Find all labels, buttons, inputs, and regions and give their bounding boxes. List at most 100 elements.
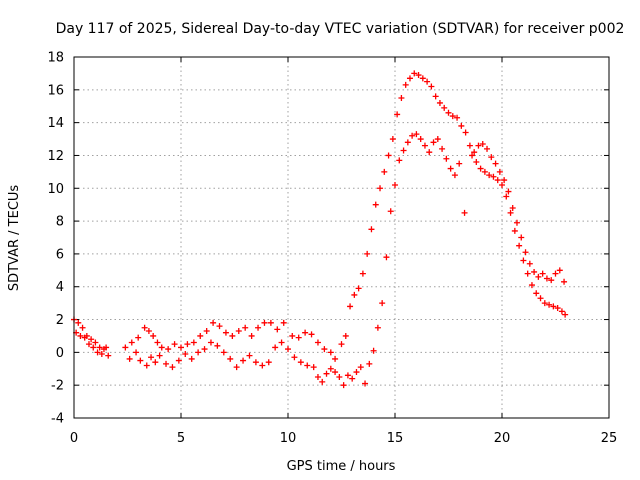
data-point bbox=[274, 326, 281, 333]
data-point bbox=[175, 357, 182, 364]
data-point bbox=[481, 168, 488, 175]
data-point bbox=[338, 341, 345, 348]
data-point bbox=[394, 111, 401, 118]
data-point bbox=[479, 140, 486, 147]
data-point bbox=[265, 359, 272, 366]
data-point bbox=[417, 136, 424, 143]
data-point bbox=[492, 160, 499, 167]
data-point bbox=[94, 349, 101, 356]
data-point bbox=[351, 291, 358, 298]
data-point bbox=[473, 159, 480, 166]
data-point bbox=[355, 285, 362, 292]
data-point bbox=[471, 149, 478, 156]
data-point bbox=[426, 149, 433, 156]
y-tick-label: 6 bbox=[56, 247, 64, 262]
data-point bbox=[511, 227, 518, 234]
data-point bbox=[389, 136, 396, 143]
data-point bbox=[488, 154, 495, 161]
data-point bbox=[342, 332, 349, 339]
data-point bbox=[434, 136, 441, 143]
data-point bbox=[259, 362, 266, 369]
data-point bbox=[278, 339, 285, 346]
data-point bbox=[229, 332, 236, 339]
data-point bbox=[552, 270, 559, 277]
data-point bbox=[252, 359, 259, 366]
data-point bbox=[214, 342, 221, 349]
data-point bbox=[197, 332, 204, 339]
data-point bbox=[77, 332, 84, 339]
data-point bbox=[233, 364, 240, 371]
data-point bbox=[501, 177, 508, 184]
data-point bbox=[302, 329, 309, 336]
data-point bbox=[304, 362, 311, 369]
data-point bbox=[451, 172, 458, 179]
data-point bbox=[520, 257, 527, 264]
data-point bbox=[477, 165, 484, 172]
data-point bbox=[522, 249, 529, 256]
data-point bbox=[291, 354, 298, 361]
data-point bbox=[372, 201, 379, 208]
data-point bbox=[79, 324, 86, 331]
data-point bbox=[409, 132, 416, 139]
data-point bbox=[96, 344, 103, 351]
x-axis-label: GPS time / hours bbox=[287, 459, 396, 474]
y-axis-label: SDTVAR / TECUs bbox=[7, 185, 22, 292]
data-point bbox=[133, 349, 140, 356]
data-point bbox=[374, 324, 381, 331]
x-tick-label: 10 bbox=[280, 431, 297, 446]
data-point bbox=[377, 185, 384, 192]
data-point bbox=[240, 357, 247, 364]
data-point bbox=[385, 152, 392, 159]
data-point bbox=[85, 341, 92, 348]
data-point bbox=[441, 104, 448, 111]
data-point bbox=[272, 344, 279, 351]
data-point bbox=[220, 349, 227, 356]
series-0 bbox=[71, 70, 568, 362]
data-point bbox=[428, 83, 435, 90]
data-point bbox=[178, 344, 184, 351]
x-tick-label: 20 bbox=[494, 431, 511, 446]
data-point bbox=[548, 277, 555, 284]
data-point bbox=[458, 122, 465, 129]
data-point bbox=[537, 295, 544, 302]
data-point bbox=[255, 324, 262, 331]
data-point bbox=[81, 334, 88, 341]
data-point bbox=[539, 270, 546, 277]
data-point bbox=[280, 319, 287, 326]
data-point bbox=[503, 193, 510, 200]
data-point bbox=[327, 365, 334, 372]
data-point bbox=[349, 375, 356, 382]
data-point bbox=[285, 346, 291, 353]
data-point bbox=[469, 152, 476, 159]
grid bbox=[74, 57, 609, 418]
data-point bbox=[526, 260, 533, 267]
data-point bbox=[165, 346, 172, 353]
data-point bbox=[456, 160, 463, 167]
data-point bbox=[556, 267, 563, 274]
data-point bbox=[141, 324, 148, 331]
data-point bbox=[267, 319, 274, 326]
data-point bbox=[90, 344, 97, 351]
data-point bbox=[387, 208, 394, 215]
data-point bbox=[327, 349, 334, 356]
y-tick-label: 12 bbox=[47, 149, 64, 164]
data-point bbox=[297, 359, 304, 366]
data-point bbox=[347, 303, 354, 310]
data-point bbox=[439, 145, 446, 152]
data-point bbox=[436, 99, 443, 106]
data-point bbox=[323, 370, 330, 377]
y-tick-label: -2 bbox=[51, 379, 64, 394]
data-point bbox=[509, 204, 516, 211]
data-point bbox=[421, 142, 428, 149]
data-point bbox=[528, 282, 535, 289]
data-point bbox=[103, 344, 110, 351]
series-1 bbox=[73, 131, 569, 389]
data-point bbox=[289, 332, 296, 339]
y-tick-label: 10 bbox=[47, 182, 64, 197]
data-point bbox=[248, 332, 255, 339]
data-point bbox=[404, 139, 411, 146]
data-point bbox=[145, 328, 152, 335]
data-point bbox=[235, 328, 242, 335]
data-point bbox=[171, 341, 178, 348]
